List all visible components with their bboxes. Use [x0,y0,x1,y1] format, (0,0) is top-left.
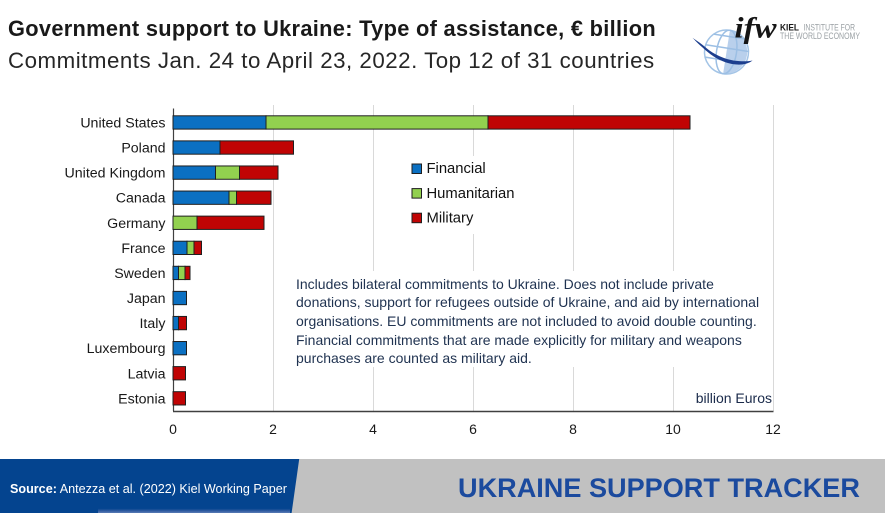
svg-text:billion Euros: billion Euros [696,390,772,406]
svg-text:Italy: Italy [139,316,166,332]
svg-text:2: 2 [269,421,277,437]
svg-text:10: 10 [665,421,681,437]
svg-text:United States: United States [80,115,165,131]
svg-text:Luxembourg: Luxembourg [87,341,166,357]
svg-text:Japan: Japan [127,291,166,307]
svg-text:Humanitarian: Humanitarian [427,186,515,202]
svg-text:12: 12 [765,421,781,437]
svg-text:Canada: Canada [116,191,166,207]
svg-text:8: 8 [569,421,577,437]
svg-text:Military: Military [427,210,474,226]
svg-text:Latvia: Latvia [128,366,166,382]
svg-text:4: 4 [369,421,377,437]
svg-text:Sweden: Sweden [114,266,165,282]
svg-text:Poland: Poland [121,141,165,157]
svg-text:INSTITUTE FOR: INSTITUTE FOR [804,23,856,33]
svg-text:0: 0 [169,421,177,437]
svg-text:6: 6 [469,421,477,437]
svg-text:Germany: Germany [107,216,166,232]
svg-text:ifw: ifw [735,12,778,45]
svg-text:Financial: Financial [427,161,486,177]
svg-text:KIEL: KIEL [780,23,799,33]
svg-text:THE WORLD ECONOMY: THE WORLD ECONOMY [780,31,860,41]
svg-text:France: France [121,241,165,257]
svg-text:Estonia: Estonia [118,391,165,407]
svg-text:United Kingdom: United Kingdom [65,166,166,182]
